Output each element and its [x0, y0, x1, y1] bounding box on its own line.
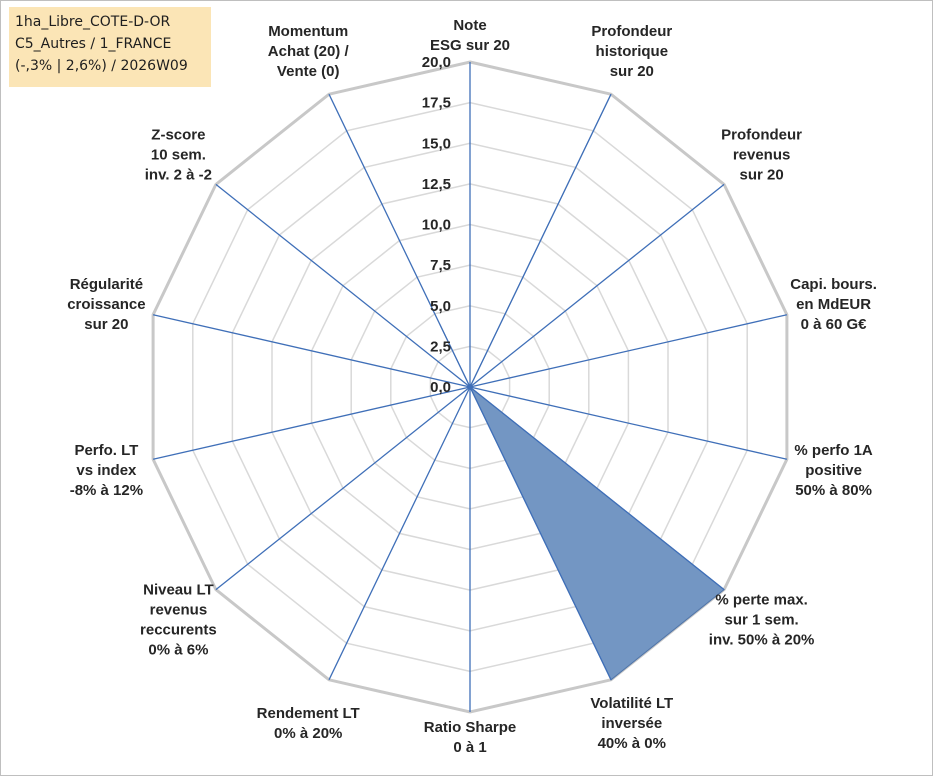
axis-spoke [469, 183, 725, 388]
axis-label-line: 10 sem. [151, 146, 206, 163]
axis-label-7: Volatilité LT inversée 40% à 0% [590, 695, 673, 752]
axis-label-line: 40% à 0% [598, 735, 666, 752]
axis-label-13: Z-score 10 sem. inv. 2 à -2 [145, 126, 212, 183]
axis-label-1: Note ESG sur 20 [430, 17, 510, 54]
axis-label-line: 0% à 20% [274, 725, 342, 742]
axis-label-line: Rendement LT [257, 705, 360, 722]
axis-label-8: Ratio Sharpe 0 à 1 [424, 719, 517, 756]
axis-spoke [215, 386, 471, 591]
axis-label-line: Perfo. LT [74, 442, 138, 459]
axis-label-line: 50% à 80% [795, 482, 872, 499]
radar-tick-labels: 0,0 2,5 5,0 7,5 10,0 12,5 15,0 17,5 20,0 [422, 54, 451, 396]
axis-label-11: Perfo. LT vs index -8% à 12% [70, 442, 143, 499]
axis-label-12: Régularité croissance sur 20 [67, 276, 145, 333]
axis-spoke [215, 183, 471, 388]
axis-label-line: inv. 50% à 20% [709, 632, 815, 649]
axis-label-line: Volatilité LT [590, 695, 673, 712]
info-box: 1ha_Libre_COTE-D-OR C5_Autres / 1_FRANCE… [9, 7, 211, 87]
axis-label-line: -8% à 12% [70, 482, 143, 499]
axis-label-line: sur 20 [84, 316, 128, 333]
radar-series-area [439, 93, 725, 681]
axis-label-line: revenus [733, 146, 791, 163]
axis-label-4: Capi. bours. en MdEUR 0 à 60 G€ [790, 276, 877, 333]
axis-label-line: Capi. bours. [790, 276, 877, 293]
r-tick-label: 0,0 [430, 379, 451, 396]
r-tick-label: 5,0 [430, 298, 451, 315]
info-line-2: C5_Autres / 1_FRANCE [15, 36, 172, 52]
axis-label-line: historique [596, 43, 669, 60]
r-tick-label: 20,0 [422, 54, 451, 71]
axis-spoke [469, 386, 725, 591]
axis-spoke [328, 93, 471, 388]
r-tick-label: 17,5 [422, 95, 451, 112]
axis-spoke [469, 386, 612, 681]
axis-label-line: Profondeur [721, 126, 802, 143]
axis-label-line: 0 à 60 G€ [801, 316, 868, 333]
axis-label-line: % perte max. [715, 592, 808, 609]
r-tick-label: 10,0 [422, 217, 451, 234]
info-line-3: (-,3% | 2,6%) / 2026W09 [15, 58, 188, 74]
axis-label-line: % perfo 1A [794, 442, 873, 459]
r-tick-label: 2,5 [430, 338, 451, 355]
axis-label-5: % perfo 1A positive 50% à 80% [794, 442, 873, 499]
info-line-1: 1ha_Libre_COTE-D-OR [15, 14, 171, 30]
axis-label-line: ESG sur 20 [430, 37, 510, 54]
radar-axis-labels: Note ESG sur 20 Profondeur historique sur 20… [67, 17, 877, 756]
axis-label-14: Momentum Achat (20) / Vente (0) [268, 23, 350, 80]
axis-label-2: Profondeur historique sur 20 [591, 23, 672, 80]
series-area-profil [439, 93, 725, 681]
axis-label-line: Vente (0) [277, 63, 340, 80]
axis-label-line: Profondeur [591, 23, 672, 40]
axis-spoke [469, 386, 788, 460]
axis-label-line: inversée [601, 715, 662, 732]
axis-label-line: Momentum [268, 23, 348, 40]
axis-spoke [152, 386, 471, 460]
axis-label-3: Profondeur revenus sur 20 [721, 126, 802, 183]
axis-label-line: Z-score [151, 126, 205, 143]
axis-label-line: Niveau LT [143, 582, 214, 599]
axis-label-line: positive [805, 462, 862, 479]
axis-label-line: Régularité [70, 276, 143, 293]
axis-label-9: Rendement LT 0% à 20% [257, 705, 360, 742]
axis-label-line: 0% à 6% [148, 642, 208, 659]
axis-label-line: inv. 2 à -2 [145, 166, 212, 183]
r-tick-label: 12,5 [422, 176, 451, 193]
axis-label-line: croissance [67, 296, 145, 313]
axis-spoke [469, 93, 612, 388]
axis-label-10: Niveau LT revenus reccurents 0% à 6% [140, 582, 217, 659]
axis-label-line: Achat (20) / [268, 43, 350, 60]
axis-label-line: reccurents [140, 622, 217, 639]
radar-spokes [152, 62, 788, 712]
axis-spoke [469, 314, 788, 388]
axis-label-line: Ratio Sharpe [424, 719, 517, 736]
r-tick-label: 15,0 [422, 135, 451, 152]
axis-label-line: en MdEUR [796, 296, 871, 313]
axis-label-line: revenus [150, 602, 208, 619]
axis-spoke [328, 386, 471, 681]
axis-label-line: vs index [76, 462, 137, 479]
axis-label-line: Note [453, 17, 486, 34]
axis-label-line: sur 20 [610, 63, 654, 80]
r-tick-label: 7,5 [430, 257, 451, 274]
axis-label-6: % perte max. sur 1 sem. inv. 50% à 20% [709, 592, 815, 649]
axis-spoke [152, 314, 471, 388]
axis-label-line: sur 1 sem. [724, 612, 798, 629]
axis-label-line: 0 à 1 [453, 739, 486, 756]
axis-label-line: sur 20 [739, 166, 783, 183]
